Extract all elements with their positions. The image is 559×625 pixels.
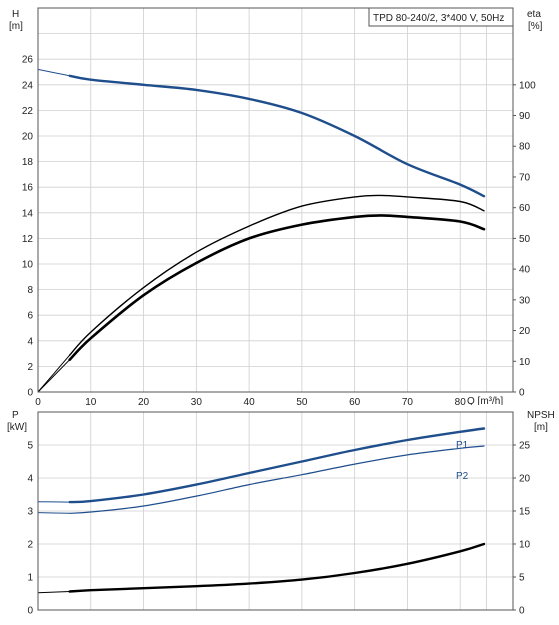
bottom-grid [37, 411, 513, 611]
y2-tick-label-npsh: 25 [519, 441, 531, 452]
efficiency-curve-lower-leadin [37, 359, 71, 393]
y-tick-label-h: 14 [22, 208, 34, 219]
y-tick-label-h: 18 [22, 157, 34, 168]
y2-tick-label-eta: 10 [519, 357, 531, 368]
power-npsh-chart: 0 1 2 3 4 5 0 5 10 15 20 25 P [kW] NPSH [m] P1 P2 [7, 410, 555, 617]
npsh-curve [68, 542, 486, 593]
y2-tick-label-npsh: 20 [519, 474, 531, 485]
y-tick-label-p: 5 [27, 441, 33, 452]
x-tick-label: 40 [244, 397, 256, 405]
top-grid [37, 7, 513, 393]
bottom-curves [37, 427, 486, 594]
y-tick-label-p: 2 [27, 540, 33, 551]
y2-tick-label-npsh: 15 [519, 507, 531, 518]
bottom-ticks: 0 1 2 3 4 5 0 5 10 15 20 25 [27, 441, 530, 617]
y2-tick-label-eta: 40 [519, 265, 531, 276]
y2-axis-label-npsh: NPSH [527, 410, 555, 421]
p1-power-curve [68, 427, 486, 504]
chart-title-box: TPD 80-240/2, 3*400 V, 50Hz [368, 7, 514, 27]
y-tick-label-h: 2 [27, 362, 33, 373]
y-tick-label-h: 12 [22, 234, 34, 245]
y-axis-label-p: P [12, 410, 19, 421]
y2-tick-label-eta: 50 [519, 234, 531, 245]
series-label-p2: P2 [456, 471, 469, 482]
p2-power-curve [69, 445, 485, 514]
x-tick-label: 10 [85, 397, 97, 405]
y2-tick-label-eta: 100 [519, 80, 536, 91]
y-axis-label-h: H [12, 9, 19, 20]
x-tick-label: 20 [138, 397, 150, 405]
series-label-p1: P1 [456, 440, 469, 451]
x-tick-label: 50 [296, 397, 308, 405]
y2-tick-label-npsh: 10 [519, 540, 531, 551]
top-ticks: 0 10 20 30 40 50 60 70 8002468101214161820222426… [22, 55, 536, 405]
x-axis-label: Q [m³/h] [467, 396, 503, 405]
y-tick-label-h: 8 [27, 285, 33, 296]
y-tick-label-p: 3 [27, 507, 33, 518]
efficiency-curve-lower [68, 214, 486, 361]
y2-axis-label-eta: eta [527, 9, 541, 20]
y2-tick-label-eta: 60 [519, 203, 531, 214]
y2-tick-label-eta: 30 [519, 295, 531, 306]
y2-tick-label-eta: 80 [519, 142, 531, 153]
y-tick-label-h: 16 [22, 183, 34, 194]
head-efficiency-chart: 0 10 20 30 40 50 60 70 8002468101214161820222426… [9, 7, 543, 405]
y-tick-label-p: 4 [27, 474, 33, 485]
chart-title: TPD 80-240/2, 3*400 V, 50Hz [373, 13, 504, 24]
head-curve [68, 74, 486, 198]
x-tick-label: 0 [35, 397, 41, 405]
y-tick-label-h: 6 [27, 311, 33, 322]
y-axis-unit-p: [kW] [7, 422, 27, 433]
y2-tick-label-eta: 20 [519, 326, 531, 337]
y2-axis-unit-eta: [%] [528, 21, 543, 32]
y2-tick-label-eta: 0 [519, 388, 525, 399]
npsh-curve-leadin [37, 591, 70, 594]
y-tick-label-h: 20 [22, 132, 34, 143]
x-tick-label: 80 [455, 397, 467, 405]
y-tick-label-h: 4 [27, 336, 33, 347]
y-tick-label-h: 22 [22, 106, 34, 117]
y2-tick-label-eta: 70 [519, 172, 531, 183]
y2-tick-label-npsh: 5 [519, 573, 525, 584]
p2-power-curve-leadin [37, 512, 70, 514]
y-tick-label-p: 1 [27, 573, 33, 584]
y2-tick-label-eta: 90 [519, 111, 531, 122]
x-tick-label: 60 [349, 397, 361, 405]
y-tick-label-h: 24 [22, 80, 34, 91]
y-tick-label-p: 0 [27, 606, 33, 617]
x-tick-label: 70 [402, 397, 414, 405]
efficiency-curve-upper [69, 194, 485, 356]
x-tick-label: 30 [191, 397, 203, 405]
bottom-plot-frame [37, 411, 514, 611]
head-curve-leadin [37, 68, 70, 77]
y2-axis-unit-npsh: [m] [534, 422, 548, 433]
y-tick-label-h: 0 [27, 388, 33, 399]
y-tick-label-h: 10 [22, 260, 34, 271]
y-tick-label-h: 26 [22, 55, 34, 66]
top-curves [37, 68, 486, 393]
top-plot-frame [37, 7, 514, 393]
y2-tick-label-npsh: 0 [519, 606, 525, 617]
y-axis-unit-h: [m] [9, 21, 23, 32]
